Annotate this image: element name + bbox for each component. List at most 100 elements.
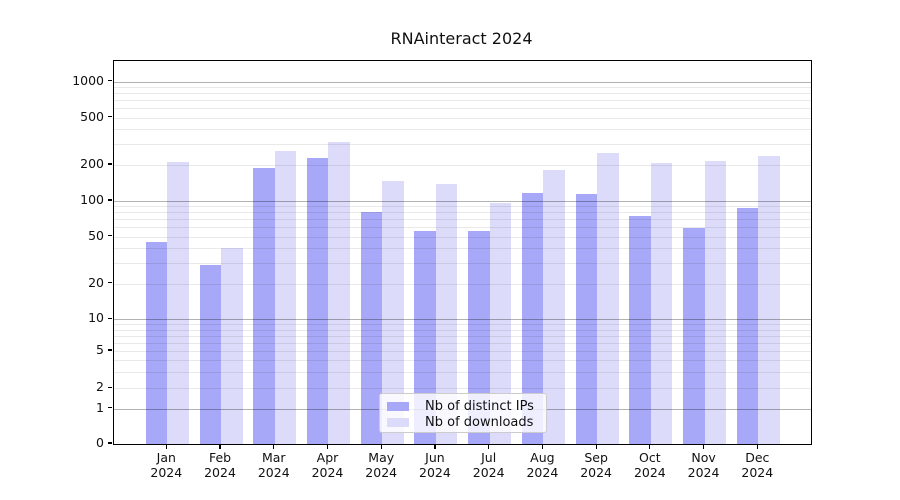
x-axis-tick-label: May 2024 [365,450,398,480]
minor-gridline [114,351,811,352]
x-axis-tick-label: Nov 2024 [687,450,720,480]
bar-apr-ips [306,158,329,444]
bar-aug-downloads [543,169,565,444]
bar-dec-ips [736,207,759,444]
y-tick-mark [107,116,112,118]
bar-sep-ips [575,193,598,444]
bar-feb-downloads [221,248,243,444]
minor-gridline [114,93,811,95]
y-tick-mark [107,349,112,351]
y-tick-mark [107,199,112,201]
minor-gridline [114,206,811,208]
y-tick-mark [107,407,112,409]
bar-jun-ips [414,230,436,444]
bar-may-downloads [382,181,404,444]
bar-feb-ips [199,264,222,444]
legend-swatch-downloads [387,418,409,427]
minor-gridline [114,129,811,131]
legend-item: Nb of distinct IPs [387,399,546,414]
plot-area [113,60,812,445]
minor-gridline [114,324,811,326]
y-tick-mark [107,235,112,237]
x-tick-mark [541,444,543,449]
bar-mar-ips [253,167,275,444]
bar-oct-ips [629,215,651,444]
x-tick-mark [165,444,167,449]
bar-jan-downloads [167,162,189,444]
y-tick-mark [107,163,112,165]
x-axis-tick-label: Sep 2024 [580,450,613,480]
minor-gridline [114,248,811,250]
bar-apr-downloads [328,142,350,444]
x-tick-mark [756,444,758,449]
x-tick-mark [649,444,651,449]
minor-gridline [114,212,811,214]
minor-gridline [114,360,811,362]
y-axis-tick-label: 50 [88,227,104,243]
bar-jul-downloads [489,202,512,444]
minor-gridline [114,371,811,373]
y-axis-tick-label: 0 [96,435,104,450]
x-tick-mark [702,444,705,449]
x-tick-mark [595,444,597,449]
y-tick-mark [107,282,112,284]
x-axis-tick-label: Dec 2024 [741,450,774,480]
y-axis-tick-label: 200 [80,156,104,172]
minor-gridline [114,236,811,238]
bar-nov-ips [683,228,705,444]
x-axis-tick-label: Feb 2024 [204,450,236,480]
x-axis-tick-label: Jul 2024 [472,450,505,480]
minor-gridline [114,108,811,110]
minor-gridline [114,262,811,264]
bar-aug-ips [521,192,544,444]
bar-oct-downloads [650,163,673,444]
x-axis-tick-label: Oct 2024 [633,450,666,480]
x-tick-mark [380,444,382,449]
legend-item: Nb of downloads [387,415,546,430]
y-tick-mark [107,386,112,388]
x-tick-mark [273,444,275,449]
x-axis-tick-label: Aug 2024 [526,450,559,480]
minor-gridline [114,329,811,331]
y-tick-mark [107,442,112,444]
bar-mar-downloads [274,150,297,444]
minor-gridline [114,100,811,102]
minor-gridline [114,335,811,337]
minor-gridline [114,87,811,89]
bar-sep-downloads [597,153,619,444]
x-tick-mark [219,444,221,449]
chart-title: RNAinteract 2024 [390,29,533,48]
minor-gridline [114,342,811,344]
minor-gridline [114,219,811,221]
minor-gridline [114,227,811,229]
bar-jun-downloads [435,184,458,444]
bar-may-ips [360,212,383,444]
y-axis-tick-label: 1 [96,399,104,415]
minor-gridline [114,165,811,167]
major-gridline [114,201,811,202]
bar-jul-ips [468,230,490,444]
bar-nov-downloads [704,161,727,444]
y-tick-mark [107,317,112,319]
minor-gridline [114,117,811,119]
x-tick-mark [488,444,490,449]
x-axis-tick-label: Apr 2024 [311,450,344,480]
bar-dec-downloads [758,155,780,444]
legend-label: Nb of downloads [425,415,534,430]
y-axis-tick-label: 2 [96,379,104,395]
x-axis-tick-label: Jun 2024 [419,450,451,480]
legend-swatch-distinct-ips [387,402,409,411]
y-axis-tick-label: 1000 [72,72,104,88]
x-tick-mark [434,444,436,449]
y-axis-tick-label: 5 [96,342,104,357]
y-axis-tick-label: 20 [88,274,104,290]
legend: Nb of distinct IPs Nb of downloads [379,393,547,433]
minor-gridline [114,388,811,390]
y-axis-tick-label: 500 [80,108,104,124]
y-axis-tick-label: 10 [88,310,104,326]
y-tick-mark [107,80,112,82]
y-axis-tick-label: 100 [80,192,104,207]
minor-gridline [114,283,811,285]
x-tick-mark [326,444,329,449]
